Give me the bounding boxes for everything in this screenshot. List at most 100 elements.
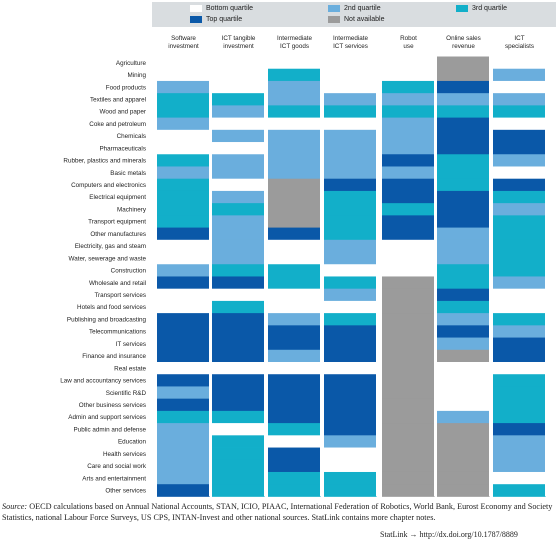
column-header-software-investment: Software investment <box>168 35 199 50</box>
cell-electricity-gas-and-steam-ict-tangible-investment <box>212 239 265 253</box>
cell-other-services-intermediate-ict-services <box>324 484 377 497</box>
cell-computers-and-electronics-online-sales-revenue <box>437 178 490 192</box>
cell-pharmaceuticals-robot-use <box>382 142 435 155</box>
cell-wood-and-paper-intermediate-ict-goods <box>268 105 321 118</box>
cell-other-business-services-online-sales-revenue <box>437 398 490 412</box>
cell-publishing-and-broadcasting-robot-use <box>382 313 435 326</box>
cell-transport-equipment-intermediate-ict-services <box>324 215 377 228</box>
cell-health-services-ict-specialists <box>493 447 546 461</box>
source-text: OECD calculations based on Annual Nation… <box>2 502 553 522</box>
cell-scientific-r-d-intermediate-ict-goods <box>268 386 321 400</box>
cell-other-services-online-sales-revenue <box>437 484 490 497</box>
statlink[interactable]: StatLink → http://dx.doi.org/10.1787/888… <box>380 530 518 539</box>
cell-admin-and-support-services-ict-tangible-investment <box>212 410 265 424</box>
cell-chemicals-robot-use <box>382 129 435 143</box>
cell-computers-and-electronics-intermediate-ict-services <box>324 178 377 192</box>
cell-electricity-gas-and-steam-online-sales-revenue <box>437 239 490 253</box>
row-label-basic-metals: Basic metals <box>110 170 146 177</box>
row-label-health-services: Health services <box>103 451 146 458</box>
cell-wholesale-and-retail-robot-use <box>382 276 435 290</box>
cell-chemicals-online-sales-revenue <box>437 129 490 143</box>
legend-item-top-quartile: Top quartile <box>190 16 242 23</box>
cell-chemicals-software-investment <box>157 129 210 143</box>
cell-mining-robot-use <box>382 68 435 82</box>
cell-other-services-ict-tangible-investment <box>212 484 265 497</box>
cell-water-sewerage-and-waste-robot-use <box>382 252 435 265</box>
cell-scientific-r-d-ict-tangible-investment <box>212 386 265 400</box>
cell-scientific-r-d-software-investment <box>157 386 210 400</box>
cell-food-products-robot-use <box>382 80 435 94</box>
cell-public-admin-and-defense-intermediate-ict-goods <box>268 423 321 436</box>
cell-scientific-r-d-robot-use <box>382 386 435 400</box>
cell-wholesale-and-retail-intermediate-ict-goods <box>268 276 321 290</box>
cell-construction-intermediate-ict-services <box>324 264 377 277</box>
cell-wholesale-and-retail-ict-tangible-investment <box>212 276 265 290</box>
cell-textiles-and-apparel-robot-use <box>382 93 435 106</box>
cell-scientific-r-d-ict-specialists <box>493 386 546 400</box>
cell-arts-and-entertainment-intermediate-ict-services <box>324 471 377 485</box>
cell-health-services-robot-use <box>382 447 435 461</box>
cell-arts-and-entertainment-robot-use <box>382 471 435 485</box>
cell-finance-and-insurance-intermediate-ict-goods <box>268 349 321 363</box>
cell-computers-and-electronics-software-investment <box>157 178 210 192</box>
cell-water-sewerage-and-waste-ict-specialists <box>493 252 546 265</box>
cell-transport-equipment-ict-specialists <box>493 215 546 228</box>
cell-food-products-software-investment <box>157 80 210 94</box>
cell-coke-and-petroleum-online-sales-revenue <box>437 117 490 131</box>
cell-care-and-social-work-ict-specialists <box>493 459 546 473</box>
cell-basic-metals-robot-use <box>382 166 435 180</box>
cell-agriculture-robot-use <box>382 56 435 70</box>
cell-machinery-robot-use <box>382 203 435 216</box>
source-note: Source: OECD calculations based on Annua… <box>2 501 557 523</box>
cell-care-and-social-work-online-sales-revenue <box>437 459 490 473</box>
row-label-care-and-social-work: Care and social work <box>87 463 147 470</box>
cell-electrical-equipment-intermediate-ict-goods <box>268 190 321 204</box>
cell-mining-ict-tangible-investment <box>212 68 265 82</box>
cell-coke-and-petroleum-intermediate-ict-goods <box>268 117 321 131</box>
legend-item-2nd-quartile: 2nd quartile <box>328 5 381 12</box>
cell-rubber-plastics-and-minerals-software-investment <box>157 154 210 167</box>
cell-care-and-social-work-software-investment <box>157 459 210 473</box>
cell-computers-and-electronics-intermediate-ict-goods <box>268 178 321 192</box>
row-label-coke-and-petroleum: Coke and petroleum <box>89 121 146 128</box>
row-label-water-sewerage-and-waste: Water, sewerage and waste <box>69 255 147 262</box>
cell-rubber-plastics-and-minerals-ict-specialists <box>493 154 546 167</box>
cell-coke-and-petroleum-intermediate-ict-services <box>324 117 377 131</box>
row-label-other-services: Other services <box>105 488 146 495</box>
cell-construction-ict-specialists <box>493 264 546 277</box>
cell-computers-and-electronics-ict-tangible-investment <box>212 178 265 192</box>
row-label-electricity-gas-and-steam: Electricity, gas and steam <box>75 243 146 250</box>
cell-transport-equipment-online-sales-revenue <box>437 215 490 228</box>
cell-other-services-software-investment <box>157 484 210 497</box>
cell-admin-and-support-services-intermediate-ict-services <box>324 410 377 424</box>
cell-machinery-ict-tangible-investment <box>212 203 265 216</box>
cell-it-services-online-sales-revenue <box>437 337 490 351</box>
row-label-admin-and-support-services: Admin and support services <box>68 414 146 421</box>
cell-care-and-social-work-robot-use <box>382 459 435 473</box>
row-label-computers-and-electronics: Computers and electronics <box>71 182 146 189</box>
cell-hotels-and-food-services-intermediate-ict-goods <box>268 300 321 314</box>
cell-construction-intermediate-ict-goods <box>268 264 321 277</box>
cell-transport-equipment-software-investment <box>157 215 210 228</box>
row-label-scientific-r-d: Scientific R&D <box>106 390 147 397</box>
cell-rubber-plastics-and-minerals-intermediate-ict-goods <box>268 154 321 167</box>
cell-publishing-and-broadcasting-online-sales-revenue <box>437 313 490 326</box>
cell-health-services-ict-tangible-investment <box>212 447 265 461</box>
row-label-hotels-and-food-services: Hotels and food services <box>77 304 146 311</box>
cell-other-business-services-software-investment <box>157 398 210 412</box>
cell-textiles-and-apparel-ict-specialists <box>493 93 546 106</box>
cell-food-products-ict-tangible-investment <box>212 80 265 94</box>
cell-chemicals-ict-specialists <box>493 129 546 143</box>
cell-education-ict-tangible-investment <box>212 435 265 448</box>
row-label-arts-and-entertainment: Arts and entertainment <box>82 475 146 482</box>
cell-pharmaceuticals-software-investment <box>157 142 210 155</box>
cell-health-services-software-investment <box>157 447 210 461</box>
cell-arts-and-entertainment-intermediate-ict-goods <box>268 471 321 485</box>
cell-public-admin-and-defense-intermediate-ict-services <box>324 423 377 436</box>
row-label-transport-services: Transport services <box>94 292 146 299</box>
cell-pharmaceuticals-intermediate-ict-goods <box>268 142 321 155</box>
cell-law-and-accountancy-services-intermediate-ict-goods <box>268 374 321 387</box>
cell-wood-and-paper-robot-use <box>382 105 435 118</box>
cell-coke-and-petroleum-robot-use <box>382 117 435 131</box>
cell-health-services-intermediate-ict-services <box>324 447 377 461</box>
